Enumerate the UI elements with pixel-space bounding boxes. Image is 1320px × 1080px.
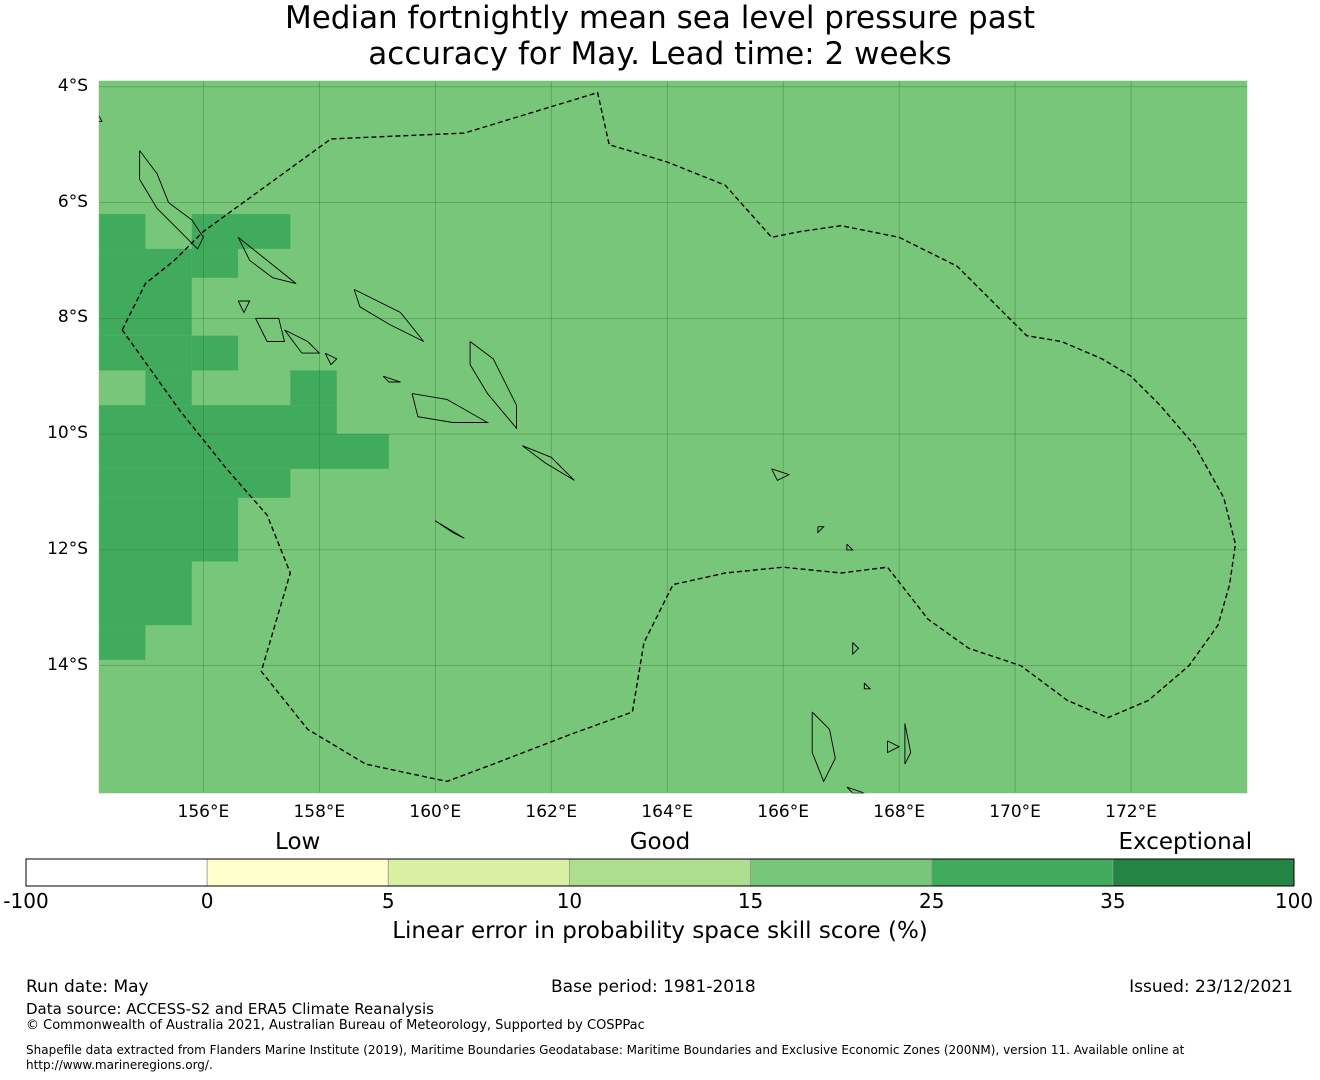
coastline (469, 341, 517, 430)
colorbar-tick-label: 5 (381, 889, 395, 913)
data-source: Data source: ACCESS-S2 and ERA5 Climate … (26, 1000, 434, 1018)
coastline (237, 236, 297, 285)
coastline (324, 352, 338, 366)
longitude-label: 168°E (873, 802, 925, 822)
skill-map (98, 80, 1248, 794)
latitude-label: 12°S (47, 538, 88, 559)
colorbar-category-label: Good (629, 829, 691, 855)
colorbar-tick-label: 10 (556, 889, 583, 913)
coastline (887, 740, 901, 754)
colorbar-segment (1112, 858, 1295, 887)
coastline (852, 642, 860, 656)
coastline (139, 150, 204, 250)
coastline (811, 711, 836, 783)
skill-cell (99, 468, 291, 498)
colorbar-segment (569, 858, 751, 887)
title-line-1: Median fortnightly mean sea level pressu… (284, 0, 1036, 36)
latitude-label: 4°S (57, 75, 88, 96)
skill-cell (99, 625, 146, 660)
skill-cell (99, 405, 337, 435)
skill-cell (99, 561, 192, 626)
coastline (863, 682, 872, 690)
coastline (846, 543, 854, 551)
longitude-label: 164°E (641, 802, 694, 822)
longitude-label: 170°E (989, 802, 1041, 822)
longitude-label: 160°E (409, 802, 462, 822)
map-title: Median fortnightly mean sea level pressu… (0, 0, 1320, 72)
coastline (284, 329, 321, 354)
base-period: Base period: 1981-2018 (551, 977, 756, 997)
coastline (904, 723, 912, 765)
colorbar-title: Linear error in probability space skill … (392, 918, 928, 944)
skill-cell (145, 370, 192, 406)
colorbar (25, 858, 1295, 887)
shapefile-note: Shapefile data extracted from Flanders M… (26, 1043, 1185, 1072)
skill-cell (99, 434, 389, 469)
coastline (771, 468, 791, 482)
eez-boundary (121, 91, 1237, 783)
latitude-label: 14°S (47, 654, 88, 675)
skill-cell (99, 214, 146, 249)
longitude-label: 166°E (757, 802, 809, 822)
skill-cell (191, 335, 239, 371)
colorbar-segment (387, 858, 570, 887)
colorbar-frame (25, 858, 1295, 887)
issued-date: Issued: 23/12/2021 (1129, 977, 1293, 997)
skill-cell (99, 248, 192, 336)
coastline (435, 520, 465, 539)
coastline (255, 317, 286, 342)
colorbar-category-label: Exceptional (1118, 829, 1253, 855)
coastline (817, 526, 825, 534)
skill-cell (191, 248, 239, 278)
skill-cell (290, 370, 337, 406)
run-date: Run date: May (26, 977, 149, 997)
coastline (237, 300, 251, 314)
colorbar-segment (25, 858, 208, 887)
colorbar-tick-label: 35 (1100, 889, 1126, 913)
coastline (522, 445, 575, 481)
map-frame (98, 80, 1248, 794)
longitude-label: 162°E (525, 802, 578, 822)
longitude-label: 156°E (177, 802, 230, 822)
title-line-2: accuracy for May. Lead time: 2 weeks (368, 36, 952, 72)
colorbar-tick-label: -100 (3, 889, 49, 913)
colorbar-tick-label: 100 (1274, 889, 1314, 913)
coastline (98, 115, 103, 122)
coastline (382, 375, 401, 383)
latitude-label: 10°S (47, 423, 88, 444)
longitude-label: 172°E (1105, 802, 1157, 822)
colorbar-segment (931, 858, 1114, 887)
latitude-label: 6°S (57, 191, 88, 212)
colorbar-tick-label: 0 (200, 889, 214, 913)
colorbar-segment (750, 858, 933, 887)
colorbar-tick-label: 25 (918, 889, 945, 913)
coastline (411, 393, 490, 423)
longitude-label: 158°E (293, 802, 346, 822)
copyright: © Commonwealth of Australia 2021, Austra… (26, 1018, 645, 1033)
skill-cell (99, 335, 192, 371)
coastline (353, 288, 425, 342)
colorbar-tick-label: 15 (737, 889, 764, 913)
skill-cell (99, 497, 239, 562)
colorbar-segment (206, 858, 389, 887)
colorbar-category-label: Low (275, 829, 321, 855)
latitude-label: 8°S (57, 307, 88, 328)
